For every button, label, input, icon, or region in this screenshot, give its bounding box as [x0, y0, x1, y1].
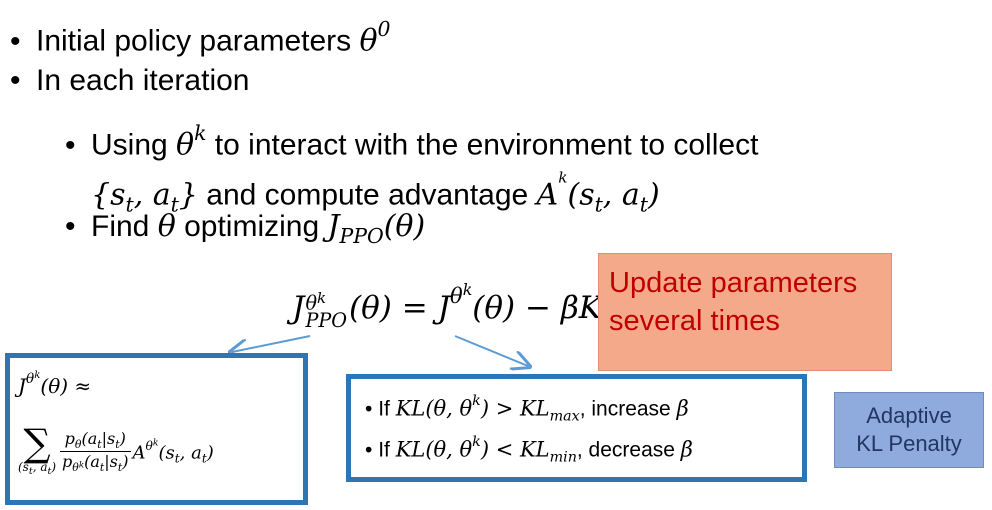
- update-parameters-box: Update parameters several times: [598, 253, 892, 371]
- bullet-dot: •: [65, 210, 76, 243]
- subbullet-using-theta: • Using θk to interact with the environme…: [65, 121, 759, 163]
- arrow-to-kl: [454, 335, 528, 366]
- kl-rule-increase: • If KL(θ, θk) > KLmax, increase β: [365, 393, 689, 425]
- kl-adapt-box: • If KL(θ, θk) > KLmax, increase β • If …: [346, 374, 807, 482]
- subbullet-find-theta: • Find θ optimizing JPPO(θ): [65, 209, 426, 249]
- arrow-to-approx: [232, 335, 311, 352]
- bullet-dot: •: [65, 128, 76, 162]
- bullet-each-iteration: • In each iteration: [10, 62, 249, 100]
- subbullet-collect-line: {st, at} and compute advantage Ak(st, at…: [91, 168, 660, 217]
- kl-rule-decrease: • If KL(θ, θk) < KLmin, decrease β: [365, 434, 693, 466]
- bullet-dot: •: [10, 64, 21, 97]
- bullet-initial-params: • Initial policy parameters θ0: [10, 17, 391, 59]
- bullet-dot: •: [10, 24, 21, 58]
- advantage-approx-box: Jθk(θ) ≈ ∑ (st, at) pθ(at|st) pθk(at|st)…: [5, 353, 308, 505]
- adaptive-kl-penalty-box: Adaptive KL Penalty: [834, 392, 984, 468]
